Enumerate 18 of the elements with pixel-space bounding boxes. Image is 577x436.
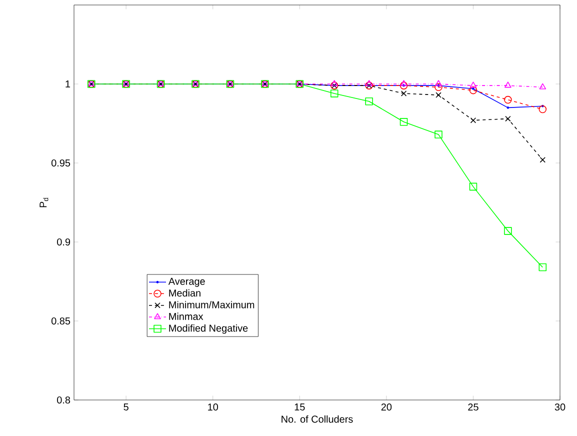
- x-tick-label: 25: [468, 404, 478, 411]
- x-tick-label: 5: [124, 404, 128, 410]
- legend-label: Minimum/Maximum: [169, 300, 254, 308]
- y-tick-label: 0.85: [51, 317, 70, 325]
- legend-label: Modified Negative: [169, 324, 248, 334]
- y-tick-label: 1: [66, 80, 70, 88]
- y-tick-label: 0.8: [57, 396, 70, 404]
- x-tick-label: 30: [554, 404, 566, 411]
- y-tick-label: 0.9: [57, 238, 70, 246]
- legend-label: Minmax: [169, 312, 204, 320]
- x-tick-label: 10: [208, 404, 218, 411]
- legend-label: Average: [168, 278, 205, 287]
- legend-label: Median: [169, 289, 200, 297]
- x-axis-title: No. of Colluders: [282, 415, 353, 423]
- x-tick-label: 15: [294, 404, 305, 410]
- x-tick-label: 20: [381, 404, 392, 411]
- y-tick-label: 0.95: [51, 159, 70, 167]
- y-axis-title: P$_{d}$: [40, 198, 48, 208]
